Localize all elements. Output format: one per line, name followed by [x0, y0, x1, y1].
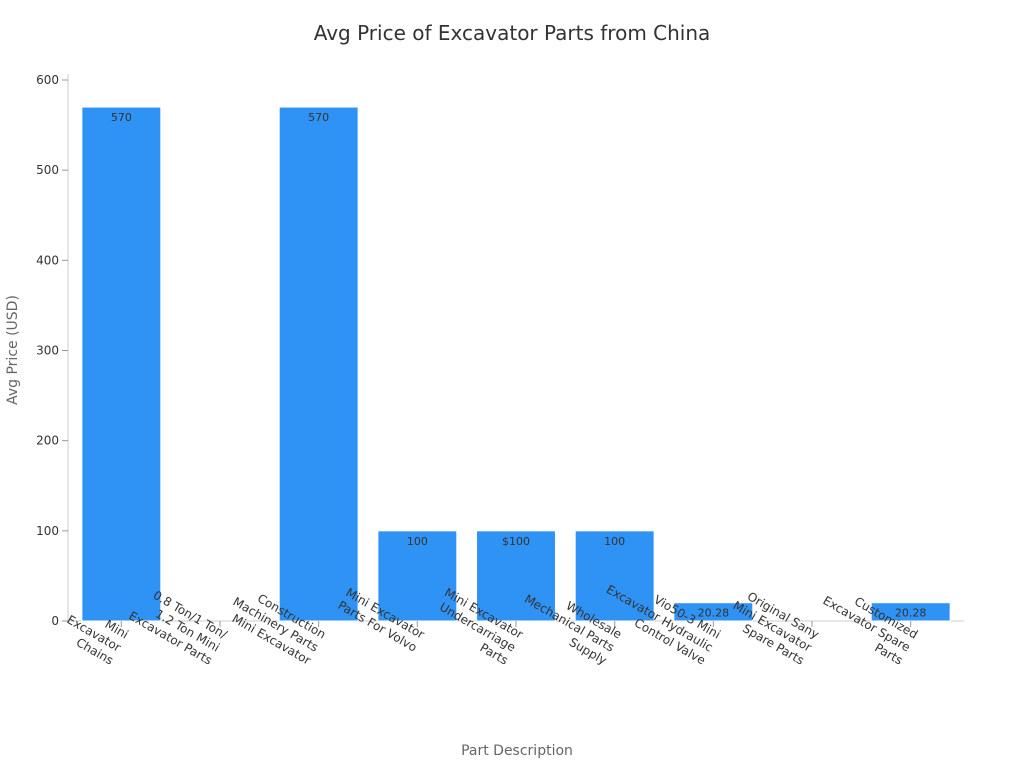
- bar: [81, 106, 162, 622]
- y-axis-ticks: 0 100 200 300 400 500 600: [36, 73, 68, 628]
- y-tick-label: 100: [36, 524, 59, 538]
- bar-value-label: 570: [308, 111, 329, 124]
- bar: [377, 530, 458, 622]
- bar-value-label: 570: [111, 111, 132, 124]
- y-tick-label: 300: [36, 344, 59, 358]
- chart-title: Avg Price of Excavator Parts from China: [314, 21, 711, 45]
- bar-value-label: 20.28: [698, 607, 730, 620]
- x-tick-label: Original SanyMini ExcavatorSpare Parts: [723, 585, 822, 667]
- y-tick-label: 600: [36, 73, 59, 87]
- x-tick-label-text: Original SanyMini ExcavatorSpare Parts: [723, 585, 822, 667]
- bar: [278, 106, 359, 622]
- bars: 570 570 100 $100 100 20.28 20.28: [81, 106, 951, 622]
- bar-value-label: 20.28: [895, 607, 927, 620]
- x-tick-label: CustomizedExcavator SpareParts: [813, 580, 921, 667]
- y-tick-label: 200: [36, 434, 59, 448]
- y-axis-title: Avg Price (USD): [5, 295, 21, 405]
- x-axis-title: Part Description: [461, 743, 573, 759]
- bar-value-label: $100: [502, 535, 530, 548]
- bar-value-label: 100: [604, 535, 625, 548]
- x-tick-label-text: CustomizedExcavator SpareParts: [813, 580, 920, 667]
- bar-value-label: 100: [407, 535, 428, 548]
- y-tick-label: 500: [36, 163, 59, 177]
- y-tick-label: 400: [36, 253, 59, 267]
- y-tick-label: 0: [51, 614, 59, 628]
